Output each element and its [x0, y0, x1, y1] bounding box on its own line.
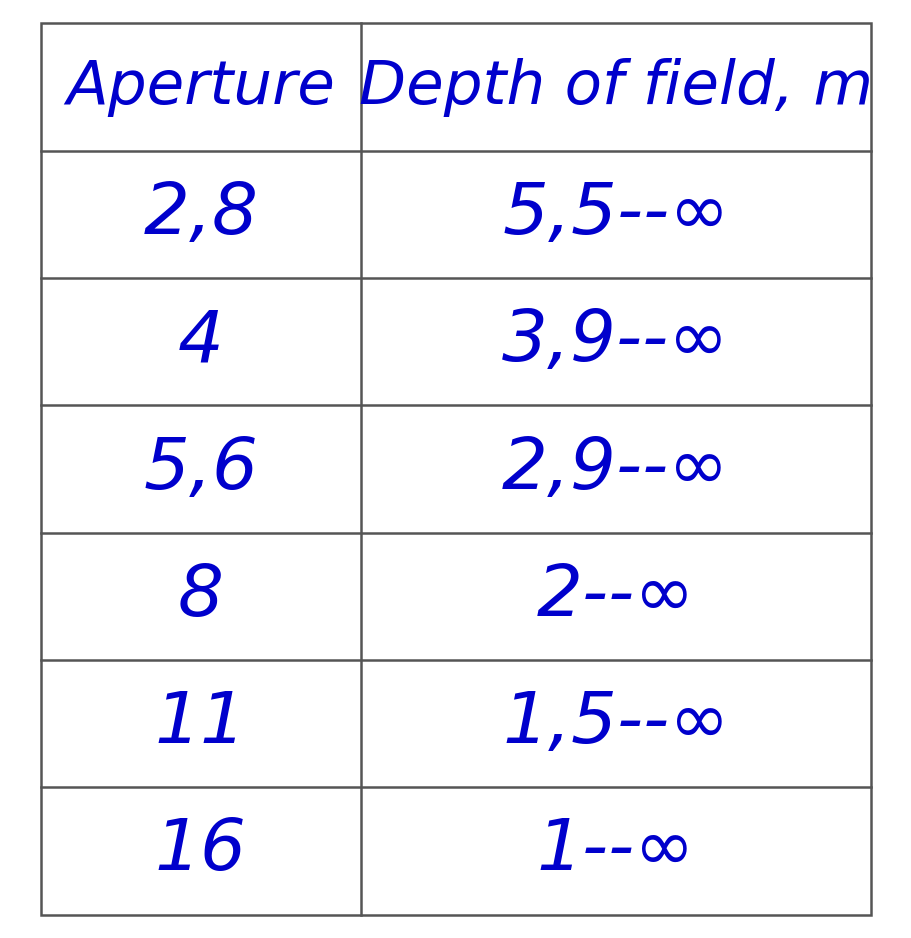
- Text: 1--∞: 1--∞: [536, 816, 694, 885]
- Text: 8: 8: [178, 562, 223, 630]
- Text: 2,8: 2,8: [143, 180, 258, 249]
- Text: 5,6: 5,6: [143, 434, 258, 504]
- Text: Aperture: Aperture: [67, 57, 335, 116]
- Text: 16: 16: [155, 816, 247, 885]
- Text: 2--∞: 2--∞: [536, 562, 694, 630]
- Text: 3,9--∞: 3,9--∞: [502, 308, 729, 376]
- Text: 11: 11: [155, 689, 247, 758]
- Text: 4: 4: [178, 308, 223, 376]
- Text: 1,5--∞: 1,5--∞: [502, 689, 729, 758]
- Text: 2,9--∞: 2,9--∞: [502, 434, 729, 504]
- Text: 5,5--∞: 5,5--∞: [502, 180, 729, 249]
- Text: Depth of field, m: Depth of field, m: [358, 57, 872, 116]
